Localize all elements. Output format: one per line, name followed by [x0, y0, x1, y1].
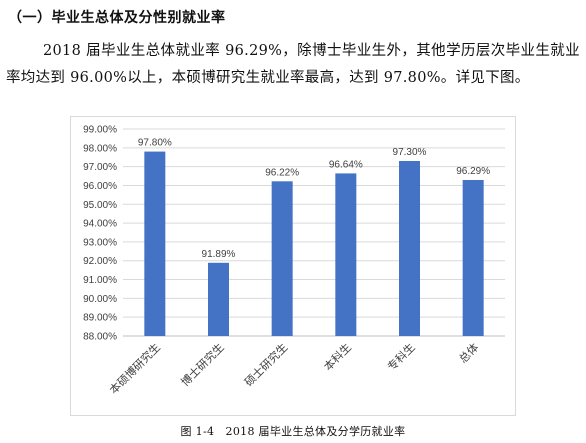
- x-tick-label: 博士研究生: [178, 340, 227, 389]
- x-tick-label: 本科生: [321, 340, 354, 373]
- y-tick-label: 97.00%: [83, 162, 117, 173]
- y-tick-label: 99.00%: [83, 125, 117, 136]
- employment-rate-chart: 88.00% 89.00% 90.00% 91.00% 92.00% 93.00% 94.0…: [70, 116, 516, 416]
- bar: [462, 179, 484, 336]
- bar: [144, 151, 166, 336]
- y-tick-label: 89.00%: [83, 313, 117, 324]
- data-label: 91.89%: [202, 249, 236, 260]
- y-tick-label: 96.00%: [83, 181, 117, 192]
- figure-caption: 图 1-4 2018 届毕业生总体及分学历就业率: [180, 425, 406, 438]
- data-label: 96.64%: [329, 159, 363, 170]
- y-tick-label: 95.00%: [83, 200, 117, 211]
- data-label: 96.29%: [456, 166, 490, 177]
- bar: [335, 173, 357, 336]
- x-tick-label: 专科生: [384, 340, 417, 373]
- bar: [208, 262, 229, 336]
- y-tick-label: 92.00%: [83, 256, 117, 267]
- summary-paragraph: 2018 届毕业生总体就业率 96.29%，除博士毕业生外，其他学历层次毕业生就…: [6, 43, 580, 86]
- y-tick-label: 94.00%: [83, 219, 117, 230]
- y-tick-label: 88.00%: [83, 332, 117, 343]
- bar: [271, 181, 293, 336]
- section-heading: （一）毕业生总体及分性别就业率: [8, 10, 226, 26]
- bar: [399, 160, 420, 336]
- x-tick-label: 本硕博研究生: [106, 340, 163, 397]
- data-label: 97.30%: [393, 147, 427, 158]
- data-label: 96.22%: [265, 167, 299, 178]
- bar-chart-svg: 88.00% 89.00% 90.00% 91.00% 92.00% 93.00% 94.0…: [83, 125, 505, 397]
- y-tick-label: 91.00%: [83, 275, 117, 286]
- x-tick-label: 总体: [456, 340, 481, 365]
- y-tick-label: 93.00%: [83, 237, 117, 248]
- y-tick-label: 90.00%: [83, 294, 117, 305]
- data-label: 97.80%: [138, 138, 172, 149]
- y-tick-label: 98.00%: [83, 143, 117, 154]
- x-tick-label: 硕士研究生: [241, 340, 290, 389]
